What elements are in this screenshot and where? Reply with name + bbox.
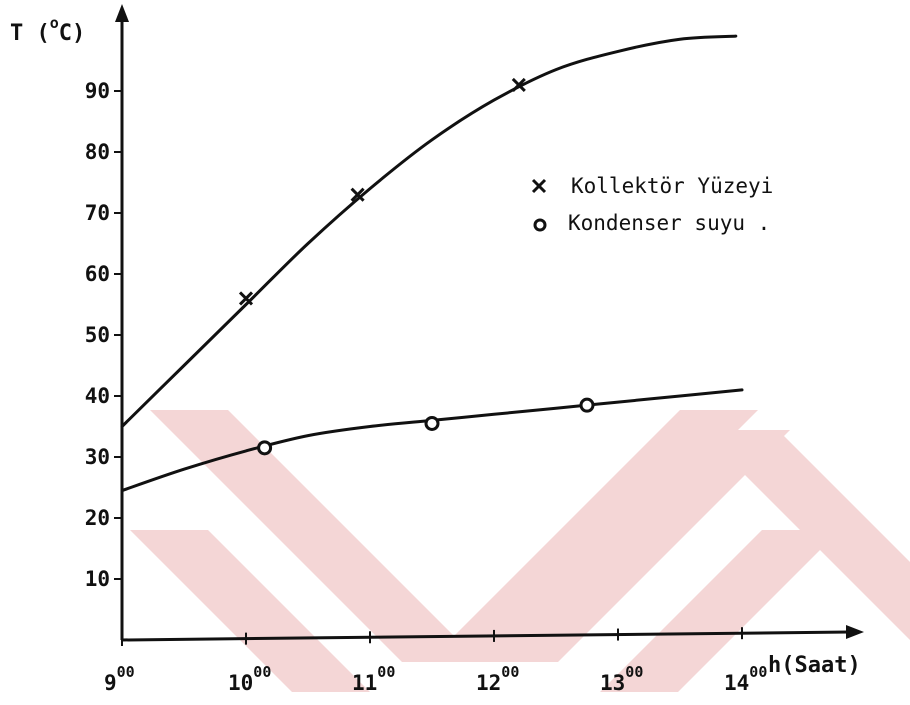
legend: Kollektör Yüzeyi Kondenser suyu .	[531, 174, 773, 235]
y-tick-label: 20	[85, 506, 110, 530]
x-marker-stroke	[511, 77, 526, 92]
x-marker-stroke	[350, 187, 365, 202]
legend-o-marker	[533, 218, 547, 232]
y-axis	[115, 4, 129, 640]
x-tick-label-minutes: 00	[501, 663, 519, 681]
data-point-x-marker	[238, 291, 254, 306]
y-axis-arrowhead	[115, 4, 129, 22]
y-tick-label: 70	[85, 201, 110, 225]
x-tick-label-hour: 10	[228, 671, 253, 695]
data-point-o-marker	[424, 415, 440, 431]
x-tick-label-minutes: 00	[117, 663, 135, 681]
y-tick-label: 10	[85, 567, 110, 591]
legend-item-kollektor: Kollektör Yüzeyi	[531, 174, 773, 198]
x-tick-label-hour: 11	[352, 671, 377, 695]
y-tick-label: 60	[85, 262, 110, 286]
x-tick-label: 1300	[600, 663, 643, 695]
y-tick-label: 50	[85, 323, 110, 347]
data-point-o-marker	[579, 397, 595, 413]
y-axis-label-unit: C)	[59, 21, 86, 46]
x-tick-label: 1100	[352, 663, 395, 695]
x-tick-label: 1400	[724, 663, 767, 695]
x-tick-label-minutes: 00	[625, 663, 643, 681]
x-axis-arrowhead	[846, 625, 864, 639]
x-tick-label: 1200	[476, 663, 519, 695]
watermark	[130, 410, 910, 692]
data-point-x-marker	[511, 77, 526, 92]
x-axis	[121, 625, 864, 642]
legend-label-kondenser: Kondenser suyu .	[568, 211, 770, 235]
data-point-x-marker	[350, 187, 365, 202]
x-axis-line	[121, 630, 851, 642]
series-line-kollektor	[120, 34, 738, 428]
x-tick-label: 900	[104, 663, 135, 695]
y-axis-label: T (oC)	[10, 14, 85, 46]
x-tick-label-minutes: 00	[377, 663, 395, 681]
legend-label-kollektor: Kollektör Yüzeyi	[571, 174, 773, 198]
legend-item-kondenser: Kondenser suyu .	[533, 211, 770, 235]
x-axis-label: h(Saat)	[768, 653, 861, 678]
y-tick-label: 30	[85, 445, 110, 469]
y-tick-label: 80	[85, 140, 110, 164]
y-tick-label: 40	[85, 384, 110, 408]
x-tick-label-hour: 12	[476, 671, 501, 695]
x-tick-label-minutes: 00	[253, 663, 271, 681]
y-tick-label: 90	[85, 79, 110, 103]
y-axis-label-part: T (	[10, 21, 50, 46]
x-tick-label-hour: 14	[724, 671, 749, 695]
x-marker-stroke	[238, 291, 254, 306]
x-tick-label-hour: 9	[104, 671, 117, 695]
series-layer	[120, 34, 744, 493]
x-tick-label-minutes: 00	[749, 663, 767, 681]
x-tick-label: 1000	[228, 663, 271, 695]
y-axis-label-degree: o	[50, 14, 59, 32]
legend-x-marker	[531, 178, 547, 194]
x-tick-label-hour: 13	[600, 671, 625, 695]
data-point-o-marker	[257, 440, 273, 456]
